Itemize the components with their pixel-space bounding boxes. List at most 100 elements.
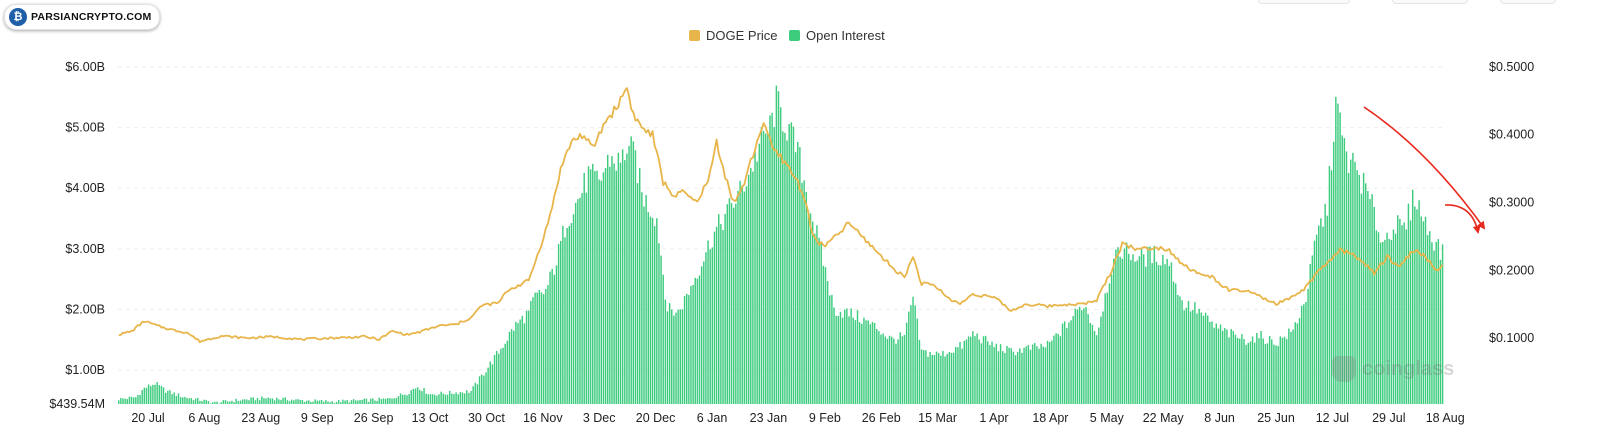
- open-interest-bar: [510, 329, 513, 404]
- open-interest-bar: [1066, 328, 1068, 404]
- open-interest-bar: [683, 295, 686, 404]
- open-interest-bar: [1095, 335, 1098, 404]
- open-interest-bar: [598, 179, 600, 404]
- open-interest-bar: [1326, 215, 1329, 404]
- open-interest-bar: [1330, 170, 1333, 404]
- open-interest-bar: [504, 343, 506, 404]
- open-interest-bar: [1209, 321, 1211, 404]
- open-interest-bar: [337, 399, 340, 404]
- open-interest-bar: [848, 316, 850, 404]
- open-interest-bar: [577, 199, 579, 404]
- open-interest-bar: [532, 297, 534, 404]
- y-left-tick-label: $439.54M: [49, 397, 105, 411]
- open-interest-bar: [1127, 253, 1130, 404]
- open-interest-bar: [1179, 296, 1181, 404]
- open-interest-bar: [124, 398, 126, 404]
- open-interest-bar: [952, 352, 955, 404]
- legend-item-open-interest[interactable]: Open Interest: [789, 28, 885, 43]
- open-interest-bar: [1292, 329, 1294, 404]
- open-interest-bar: [1345, 151, 1348, 404]
- open-interest-bar: [132, 397, 135, 404]
- open-interest-bar: [231, 400, 233, 404]
- open-interest-bar: [773, 126, 775, 404]
- open-interest-bar: [750, 167, 752, 404]
- x-tick-label: 5 May: [1090, 411, 1125, 425]
- open-interest-bar: [895, 343, 897, 404]
- open-interest-bar: [698, 275, 701, 404]
- open-interest-bar: [271, 398, 274, 404]
- open-interest-bar: [1384, 239, 1386, 404]
- open-interest-bar: [256, 397, 259, 404]
- open-interest-bar: [771, 112, 773, 404]
- open-interest-bar: [681, 309, 684, 404]
- open-interest-bar: [414, 388, 417, 404]
- x-axis: 20 Jul 6 Aug 23 Aug 9 Sep 26 Sep 13 Oct 30 Oct…: [131, 411, 1464, 425]
- open-interest-bar: [1036, 346, 1038, 404]
- open-interest-bar: [1224, 328, 1226, 404]
- open-interest-bar: [794, 152, 797, 404]
- open-interest-bar: [438, 394, 440, 404]
- legend-item-doge-price[interactable]: DOGE Price: [689, 28, 778, 43]
- x-tick-label: 22 May: [1143, 411, 1185, 425]
- open-interest-bar: [173, 392, 175, 404]
- toolbar-button-1[interactable]: [1258, 0, 1350, 4]
- open-interest-bar: [1196, 313, 1198, 404]
- toolbar-button-2[interactable]: [1392, 0, 1468, 4]
- open-interest-bar: [1100, 316, 1102, 404]
- open-interest-bar: [1125, 242, 1128, 404]
- open-interest-bar: [850, 308, 852, 404]
- toolbar-button-3[interactable]: [1500, 0, 1556, 4]
- open-interest-bar: [1174, 283, 1177, 404]
- open-interest-bar: [574, 202, 577, 404]
- open-interest-bar: [481, 374, 483, 404]
- open-interest-bar: [1397, 215, 1399, 404]
- open-interest-bar: [203, 399, 205, 404]
- open-interest-bar: [1057, 333, 1059, 404]
- open-interest-bar: [1185, 307, 1188, 404]
- open-interest-bar: [718, 214, 720, 404]
- open-interest-bar: [737, 190, 739, 404]
- open-interest-bar: [589, 169, 592, 404]
- open-interest-bar: [880, 334, 882, 404]
- open-interest-bar: [401, 394, 404, 404]
- open-interest-bar: [767, 133, 769, 404]
- open-interest-bar: [1055, 333, 1057, 404]
- open-interest-bar: [258, 400, 261, 404]
- open-interest-bar: [835, 315, 837, 404]
- x-tick-label: 9 Feb: [809, 411, 841, 425]
- open-interest-bar: [606, 154, 609, 404]
- open-interest-bar: [592, 163, 594, 404]
- open-interest-bar: [130, 396, 133, 404]
- open-interest-bar: [1217, 328, 1220, 404]
- open-interest-bar: [459, 392, 462, 404]
- open-interest-bar: [935, 351, 938, 404]
- open-interest-bar: [493, 354, 496, 404]
- open-interest-bar: [803, 180, 805, 404]
- site-logo-badge[interactable]: ₿ PARSIANCRYPTO.COM: [4, 4, 161, 30]
- open-interest-bar: [703, 261, 705, 404]
- open-interest-bar: [914, 305, 916, 404]
- open-interest-bar: [293, 400, 295, 404]
- open-interest-bar: [1230, 329, 1232, 404]
- open-interest-bar: [972, 331, 974, 404]
- open-interest-bar: [199, 400, 201, 404]
- open-interest-bar: [137, 394, 139, 404]
- y-left-tick-label: $6.00B: [65, 60, 105, 74]
- open-interest-bar: [1228, 337, 1230, 404]
- open-interest-bar: [252, 397, 254, 404]
- x-tick-label: 23 Aug: [241, 411, 280, 425]
- open-interest-bar: [1253, 342, 1256, 404]
- open-interest-bar: [1328, 165, 1331, 404]
- open-interest-bar: [237, 400, 240, 404]
- open-interest-bar: [715, 226, 718, 404]
- open-interest-bar: [1245, 344, 1247, 404]
- open-interest-bar: [1010, 348, 1012, 404]
- open-interest-bar: [671, 309, 673, 404]
- open-interest-bar: [380, 399, 383, 404]
- open-interest-bar: [861, 323, 863, 404]
- open-interest-bar: [1243, 339, 1245, 404]
- open-interest-bar: [754, 150, 756, 404]
- open-interest-bar: [1200, 312, 1203, 404]
- open-interest-bar: [1232, 330, 1235, 404]
- open-interest-bar: [760, 127, 763, 404]
